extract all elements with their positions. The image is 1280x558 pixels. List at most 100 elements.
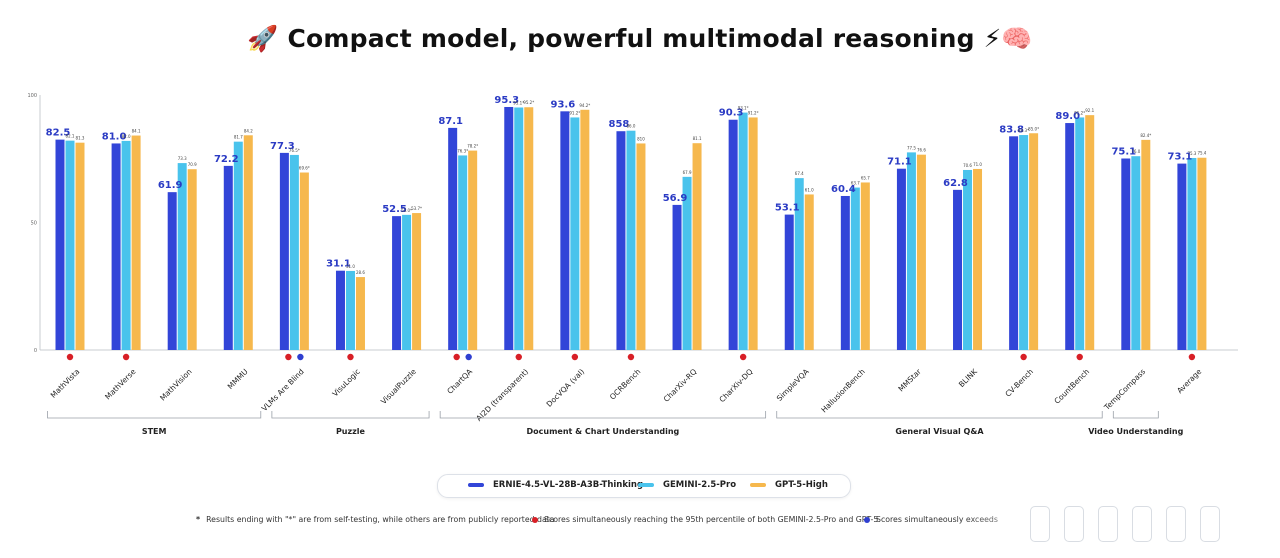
value-label-ernie: 87.1 bbox=[438, 116, 463, 127]
bar-ernie bbox=[223, 165, 233, 350]
group-bracket bbox=[776, 411, 1103, 419]
legend-item-gemini: GEMINI-2.5-Pro bbox=[638, 480, 736, 490]
value-label-ernie: 81.0 bbox=[102, 131, 127, 142]
bar-ernie bbox=[1009, 136, 1019, 350]
value-label-gpt: 95.2* bbox=[523, 100, 534, 105]
bar-gpt bbox=[1085, 115, 1095, 351]
bar-gemini bbox=[1019, 135, 1029, 350]
bar-ernie bbox=[504, 106, 514, 350]
bar-gpt bbox=[692, 143, 702, 350]
value-label-gemini: 82.1 bbox=[66, 134, 75, 139]
value-label-gpt: 85.0* bbox=[1028, 126, 1039, 131]
markers-layer bbox=[66, 353, 1196, 361]
value-label-gpt: 71.0 bbox=[973, 162, 982, 167]
category-label: BLINK bbox=[957, 366, 980, 389]
bar-gpt bbox=[973, 168, 983, 350]
group-bracket bbox=[271, 411, 430, 419]
value-label-gpt: 82.4* bbox=[1140, 133, 1151, 138]
value-label-gemini: 81.7 bbox=[234, 135, 243, 140]
bar-gpt bbox=[1141, 139, 1151, 350]
category-label: MathVista bbox=[49, 367, 82, 400]
value-label-gpt: 70.9 bbox=[188, 162, 197, 167]
value-label-gemini: 93.1* bbox=[738, 106, 749, 111]
bar-gpt bbox=[187, 169, 197, 350]
bar-gemini bbox=[345, 270, 355, 350]
bar-gpt bbox=[636, 143, 646, 350]
red-dot-icon bbox=[532, 517, 538, 523]
bar-gemini bbox=[402, 214, 412, 350]
bar-gemini bbox=[963, 169, 973, 350]
bar-ernie bbox=[560, 111, 570, 350]
legend-label-ernie: ERNIE-4.5-VL-28B-A3B-Thinking bbox=[493, 480, 644, 490]
group-label: Document & Chart Understanding bbox=[527, 427, 680, 436]
bar-ernie bbox=[448, 127, 458, 351]
legend-item-ernie: ERNIE-4.5-VL-28B-A3B-Thinking bbox=[468, 480, 643, 490]
category-label: VisuLogic bbox=[331, 367, 362, 398]
legend-label-gemini: GEMINI-2.5-Pro bbox=[663, 480, 737, 490]
value-label-gemini: 76.5* bbox=[289, 148, 300, 153]
value-label-ernie: 90.3 bbox=[719, 108, 744, 119]
category-label: ChartQA bbox=[445, 366, 474, 395]
legend-swatch-ernie bbox=[468, 482, 484, 487]
faded-bar bbox=[1030, 506, 1050, 542]
category-label: SimpleVQA bbox=[775, 366, 812, 403]
red-dot-marker bbox=[453, 353, 460, 361]
value-label-gemini: 76.0 bbox=[1131, 149, 1140, 154]
bar-gemini bbox=[850, 187, 860, 350]
value-label-ernie: 61.9 bbox=[158, 180, 183, 191]
legend-swatch-gpt bbox=[750, 482, 766, 487]
bar-ernie bbox=[392, 216, 402, 350]
faded-bar bbox=[1166, 506, 1186, 542]
value-label-gpt: 65.7 bbox=[861, 175, 870, 180]
bar-gpt bbox=[804, 194, 814, 350]
red-dot-marker bbox=[627, 353, 635, 361]
group-label: General Visual Q&A bbox=[895, 427, 984, 436]
category-label: MathVerse bbox=[103, 367, 138, 402]
value-label-gemini: 76.3* bbox=[457, 148, 468, 153]
value-label-ernie: 73.1 bbox=[1168, 152, 1193, 163]
value-label-ernie: 62.8 bbox=[943, 178, 968, 189]
bar-gpt bbox=[748, 117, 758, 350]
bar-gemini bbox=[121, 140, 131, 350]
chart-title: 🚀 Compact model, powerful multimodal rea… bbox=[247, 24, 1033, 53]
bar-gemini bbox=[65, 140, 75, 350]
value-label-gemini: 75.3 bbox=[1187, 151, 1196, 156]
category-label: MMMU bbox=[226, 367, 250, 391]
y-tick-label: 50 bbox=[31, 221, 37, 227]
bar-gemini bbox=[626, 130, 636, 350]
bar-ernie bbox=[111, 143, 121, 350]
value-label-gemini: 53.0* bbox=[401, 208, 412, 213]
value-label-gemini: 31.0 bbox=[346, 264, 355, 269]
value-label-ernie: 53.1 bbox=[775, 203, 800, 214]
faded-bar bbox=[1200, 506, 1220, 542]
value-label-ernie: 95.3 bbox=[494, 95, 519, 106]
value-label-gemini: 86.0 bbox=[626, 124, 635, 129]
category-label: AI2D (transparent) bbox=[474, 367, 530, 423]
value-label-gpt: 69.6* bbox=[299, 166, 310, 171]
bar-gpt bbox=[412, 213, 422, 350]
bar-gemini bbox=[289, 154, 299, 350]
value-label-gpt: 28.6 bbox=[356, 270, 365, 275]
value-label-gpt: 81.1 bbox=[693, 136, 702, 141]
value-label-ernie: 83.8 bbox=[999, 124, 1024, 135]
value-label-gpt: 84.2 bbox=[244, 128, 253, 133]
bar-gemini bbox=[1187, 157, 1197, 350]
bar-gpt bbox=[860, 182, 870, 350]
value-label-gpt: 75.4 bbox=[1197, 151, 1206, 156]
blue-dot-marker bbox=[297, 353, 304, 361]
value-label-gpt: 84.1 bbox=[132, 129, 141, 134]
bar-gemini bbox=[233, 141, 243, 350]
bar-gemini bbox=[794, 178, 804, 350]
value-label-ernie: 71.1 bbox=[887, 157, 912, 168]
bar-gemini bbox=[458, 155, 468, 350]
footnote-self-testing: * Results ending with "*" are from self-t… bbox=[196, 515, 555, 524]
group-bracket bbox=[47, 411, 262, 419]
value-label-gemini: 70.6 bbox=[963, 163, 972, 168]
bar-gemini bbox=[738, 112, 748, 350]
faded-bar bbox=[1098, 506, 1118, 542]
value-label-ernie: 31.1 bbox=[326, 259, 351, 270]
category-labels-layer: MathVista MathVerse MathVision MMMU VLMs Are… bbox=[49, 366, 1204, 423]
value-label-gemini: 63.7 bbox=[851, 181, 860, 186]
footnote-blue-dot: Scores simultaneously exceeds bbox=[864, 515, 998, 524]
